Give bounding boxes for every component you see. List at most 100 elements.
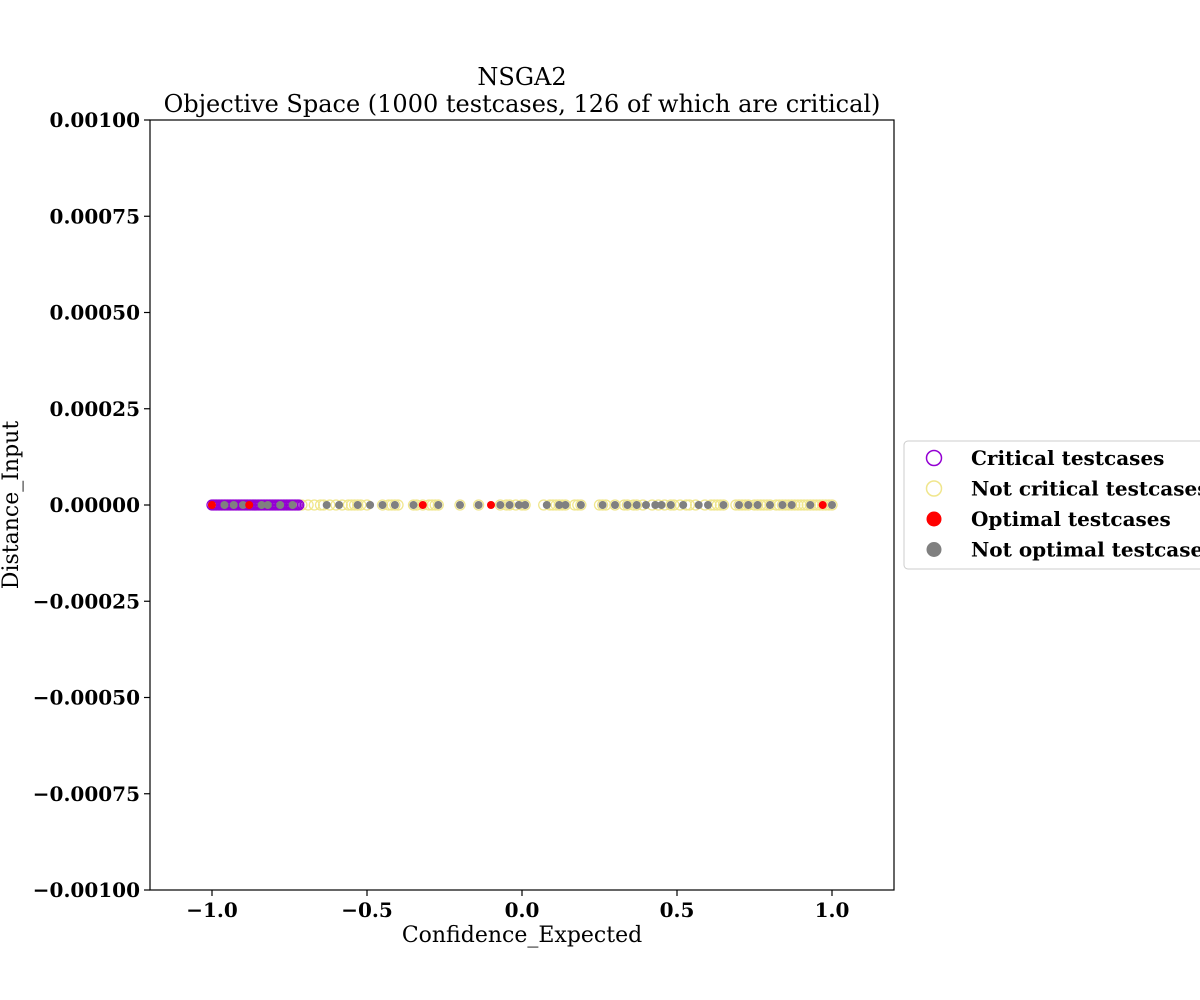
point-not-critical-testcases: [352, 499, 364, 511]
point-not-optimal-testcases: [378, 501, 387, 509]
point-not-critical-testcases: [817, 499, 829, 511]
point-not-optimal-testcases: [694, 501, 703, 509]
legend-marker-not-optimal-testcases: [926, 542, 942, 557]
point-not-optimal-testcases: [735, 501, 743, 509]
y-tick-label: −0.00025: [33, 589, 140, 613]
point-not-optimal-testcases: [229, 501, 238, 509]
legend-label-optimal-testcases: Optimal testcases: [971, 507, 1171, 531]
point-not-optimal-testcases: [288, 501, 297, 509]
point-not-optimal-testcases: [704, 501, 712, 509]
point-not-optimal-testcases: [561, 501, 570, 509]
point-not-optimal-testcases: [679, 501, 688, 509]
point-not-critical-testcases: [302, 499, 314, 511]
point-not-critical-testcases: [417, 499, 429, 511]
point-not-critical-testcases: [454, 499, 466, 511]
point-not-critical-testcases: [742, 499, 754, 511]
point-not-optimal-testcases: [828, 501, 836, 509]
point-optimal-testcases: [208, 501, 216, 509]
point-not-critical-testcases: [826, 499, 838, 511]
point-not-optimal-testcases: [806, 501, 815, 509]
point-not-optimal-testcases: [642, 501, 650, 509]
point-not-optimal-testcases: [521, 501, 530, 509]
legend-marker-not-critical-testcases: [925, 480, 943, 497]
y-tick-label: 0.00025: [50, 397, 140, 421]
legend-label-not-optimal-testcases: Not optimal testcases: [971, 538, 1200, 562]
point-not-optimal-testcases: [263, 501, 272, 509]
point-not-optimal-testcases: [611, 501, 619, 509]
point-not-optimal-testcases: [744, 501, 753, 509]
point-not-critical-testcases: [407, 499, 420, 511]
point-not-optimal-testcases: [409, 501, 418, 509]
chart-title: NSGA2: [477, 63, 566, 91]
point-not-optimal-testcases: [555, 501, 564, 509]
point-not-optimal-testcases: [514, 501, 523, 509]
point-not-optimal-testcases: [666, 501, 675, 509]
point-not-critical-testcases: [804, 499, 816, 511]
point-not-optimal-testcases: [456, 501, 464, 509]
point-not-critical-testcases: [609, 499, 621, 511]
point-not-optimal-testcases: [390, 501, 399, 509]
point-not-critical-testcases: [432, 499, 444, 511]
x-axis-ticks: −1.0 −0.5 0.0 0.5 1.0: [186, 890, 849, 922]
point-not-optimal-testcases: [576, 501, 585, 509]
point-optimal-testcases: [418, 501, 427, 509]
point-not-optimal-testcases: [322, 501, 331, 509]
point-not-critical-testcases: [786, 499, 798, 511]
point-not-critical-testcases: [342, 499, 355, 511]
point-not-optimal-testcases: [766, 501, 774, 509]
data-points: [206, 499, 838, 511]
point-not-optimal-testcases: [434, 501, 443, 509]
point-not-optimal-testcases: [257, 501, 266, 509]
point-not-optimal-testcases: [623, 501, 632, 509]
point-not-critical-testcases: [795, 499, 807, 511]
point-not-critical-testcases: [575, 499, 587, 511]
point-optimal-testcases: [487, 501, 495, 509]
point-not-critical-testcases: [503, 499, 516, 511]
legend-frame: [903, 440, 1200, 570]
point-not-critical-testcases: [494, 499, 506, 511]
point-not-optimal-testcases: [276, 501, 285, 509]
point-not-optimal-testcases: [778, 501, 787, 509]
y-tick-label: 0.00050: [50, 301, 140, 325]
y-tick-label: −0.00050: [33, 686, 140, 710]
point-not-critical-testcases: [389, 499, 401, 511]
point-not-optimal-testcases: [719, 501, 728, 509]
point-not-critical-testcases: [296, 499, 308, 511]
legend-marker-critical-testcases: [925, 449, 943, 467]
x-tick-label: 0.5: [660, 898, 695, 922]
point-not-optimal-testcases: [651, 501, 660, 509]
point-not-optimal-testcases: [598, 501, 607, 509]
point-not-optimal-testcases: [753, 501, 762, 509]
point-not-optimal-testcases: [239, 501, 247, 509]
point-optimal-testcases: [818, 501, 827, 509]
point-not-optimal-testcases: [496, 501, 505, 509]
point-not-optimal-testcases: [220, 501, 229, 509]
y-tick-label: 0.00075: [50, 204, 140, 228]
point-not-critical-testcases: [733, 499, 745, 511]
x-tick-label: 0.0: [505, 898, 540, 922]
y-tick-label: 0.00100: [50, 108, 140, 132]
chart-legend: Critical testcases Not critical testcases…: [903, 440, 1200, 570]
y-axis-ticks: 0.00100 0.00075 0.00050 0.00025 0.00000 −0.00…: [33, 108, 150, 902]
point-not-optimal-testcases: [505, 501, 514, 509]
point-not-optimal-testcases: [542, 501, 551, 509]
legend-label-not-critical-testcases: Not critical testcases: [971, 477, 1200, 501]
y-tick-label: 0.00000: [50, 493, 140, 517]
point-not-critical-testcases: [308, 499, 320, 511]
point-not-optimal-testcases: [335, 501, 344, 509]
legend-label-critical-testcases: Critical testcases: [971, 446, 1164, 470]
x-tick-label: 1.0: [815, 898, 850, 922]
point-not-critical-testcases: [751, 499, 764, 511]
point-not-critical-testcases: [596, 499, 609, 511]
legend-marker-optimal-testcases: [926, 511, 942, 527]
point-not-critical-testcases: [376, 499, 389, 511]
x-tick-label: −0.5: [341, 898, 393, 922]
point-not-optimal-testcases: [787, 501, 796, 509]
y-axis-label: Distance_Input: [0, 421, 24, 590]
point-not-critical-testcases: [717, 499, 730, 511]
point-not-critical-testcases: [621, 499, 634, 511]
point-not-critical-testcases: [764, 499, 776, 511]
y-tick-label: −0.00100: [33, 878, 140, 902]
point-not-optimal-testcases: [353, 501, 362, 509]
